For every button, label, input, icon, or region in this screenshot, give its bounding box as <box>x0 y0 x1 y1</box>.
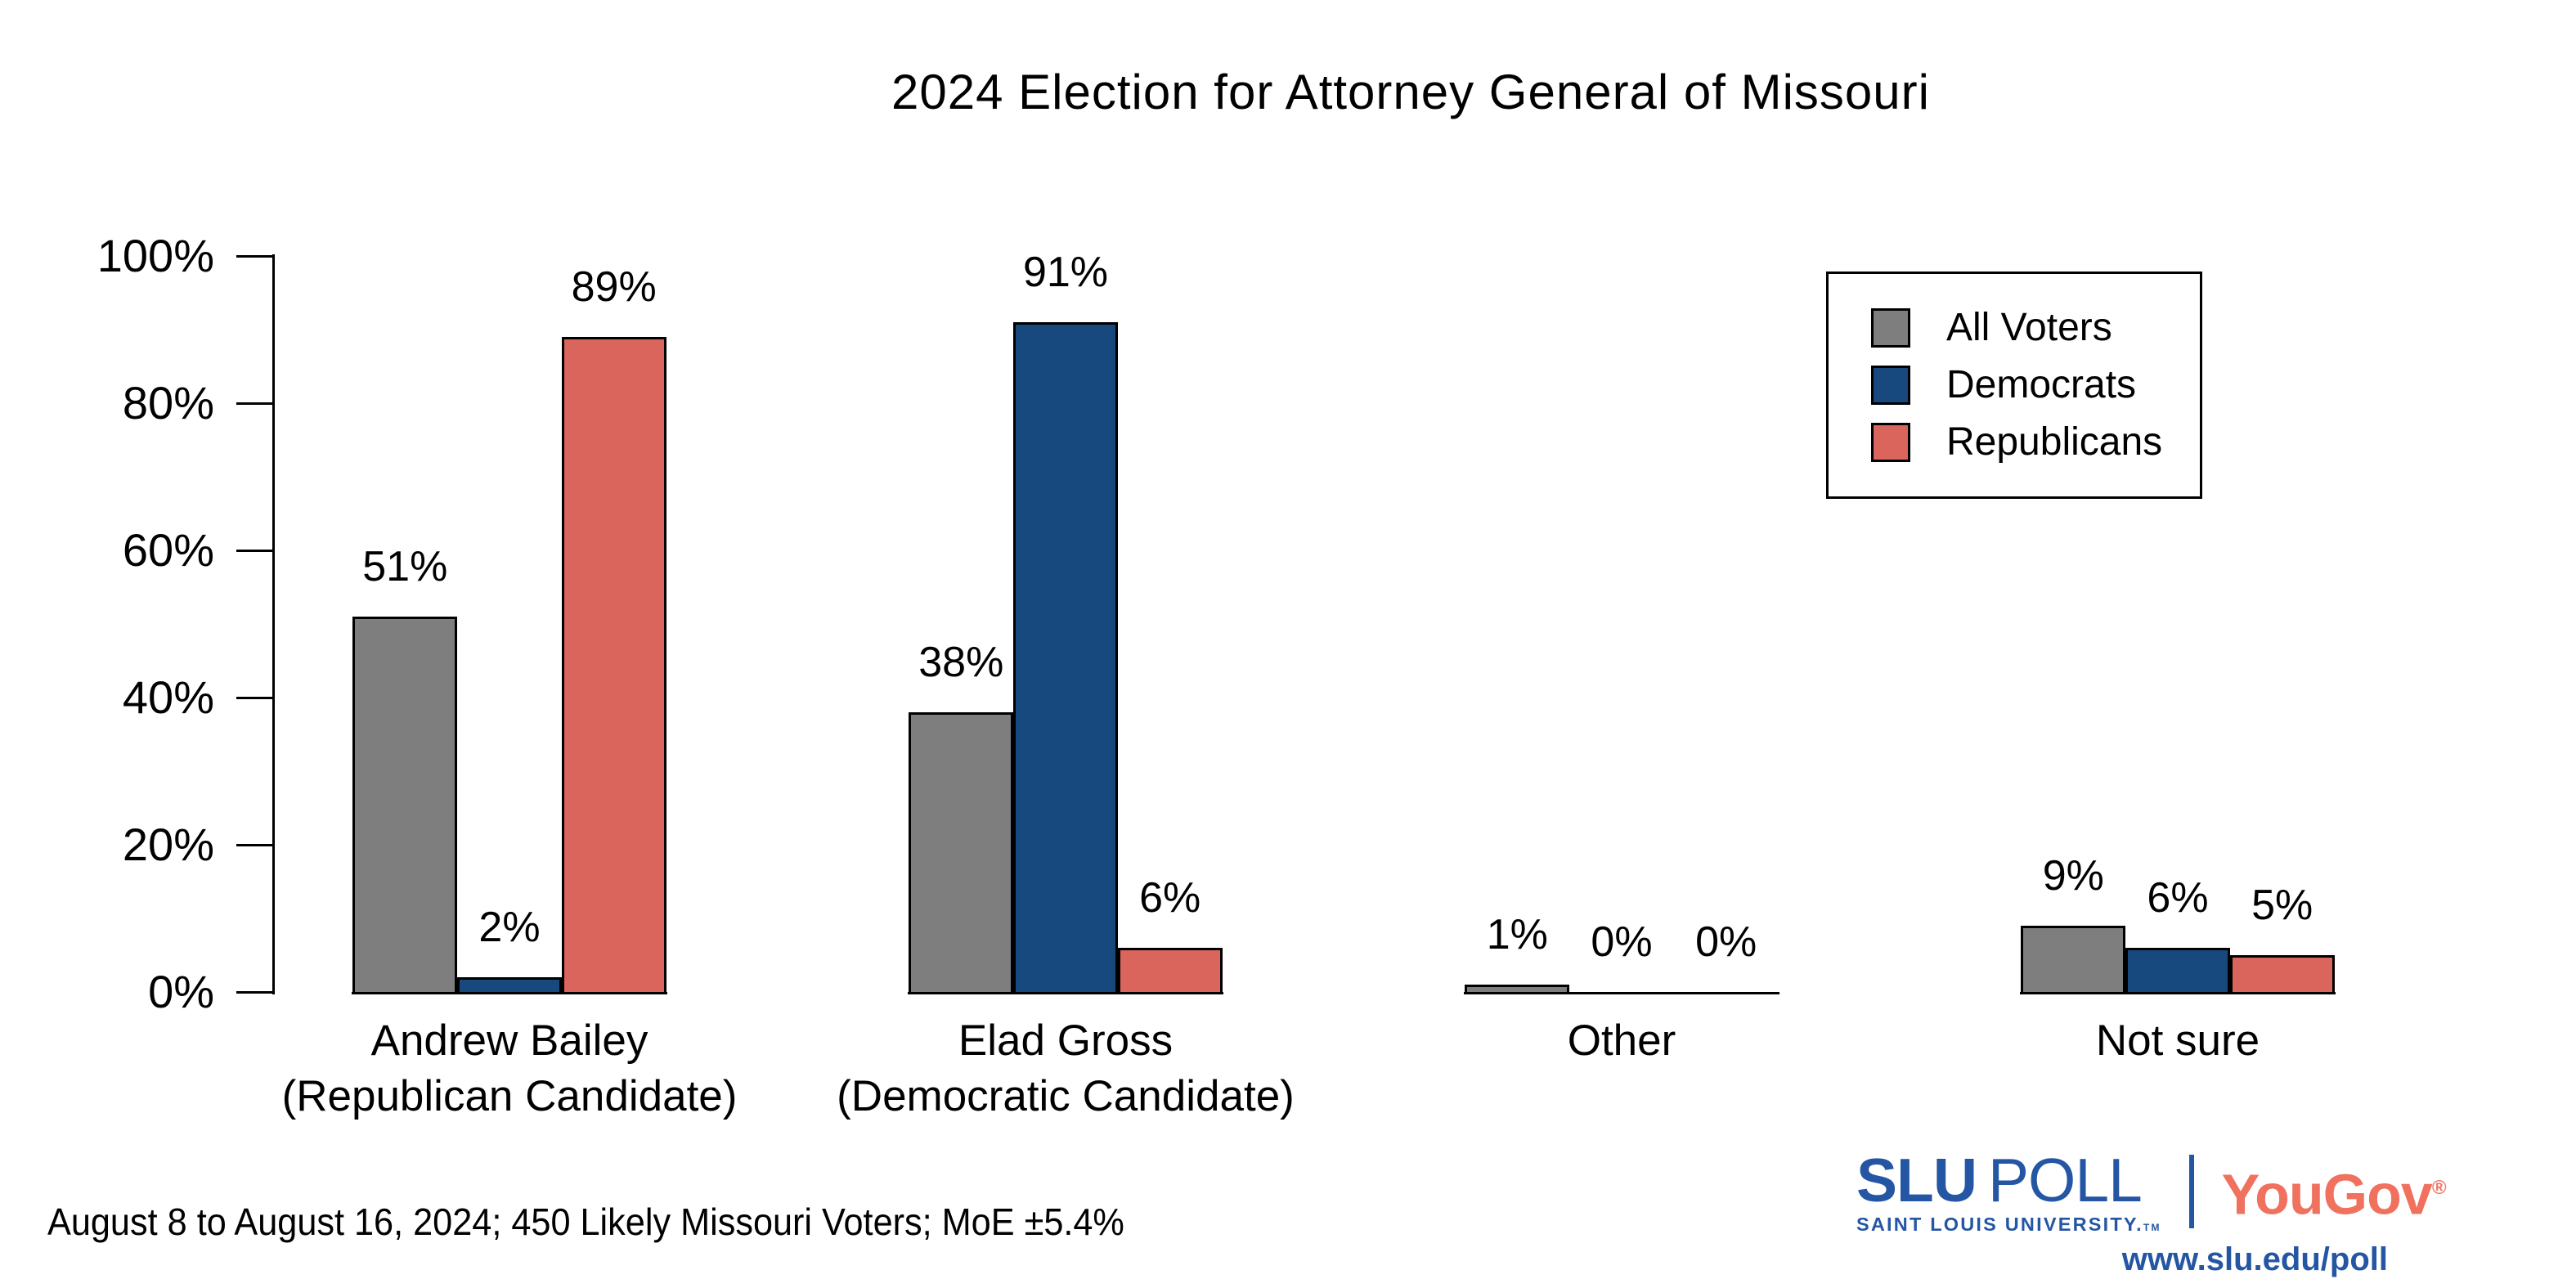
bar-value-label: 5% <box>2251 882 2313 929</box>
bar-group-baseline <box>1463 992 1780 994</box>
slu-poll-wordmark: SLU POLL <box>1856 1150 2161 1211</box>
bar-republicans <box>1117 948 1223 994</box>
y-tick-label: 100% <box>96 230 214 281</box>
logo-block: SLU POLL SAINT LOUIS UNIVERSITY.TM YouGov… <box>1856 1150 2447 1236</box>
methodology-note: August 8 to August 16, 2024; 450 Likely … <box>47 1200 1124 1243</box>
y-tick-label: 40% <box>122 671 214 723</box>
category-label-line2: (Democratic Candidate) <box>837 1072 1295 1120</box>
poll-text: POLL <box>1988 1146 2143 1214</box>
bar-republicans <box>561 337 666 994</box>
logo-divider-bar <box>2188 1155 2194 1228</box>
y-axis-tick <box>236 843 275 846</box>
bar-value-label: 38% <box>918 639 1004 686</box>
category-label-line2: (Republican Candidate) <box>281 1072 738 1120</box>
bar-all-voters <box>352 617 458 994</box>
y-axis-line <box>272 254 275 994</box>
y-tick-label: 80% <box>122 377 214 429</box>
legend-label: Democrats <box>1946 363 2137 406</box>
legend-item-republicans: Republicans <box>1871 420 2200 464</box>
category-label-line1: Other <box>1567 1016 1676 1065</box>
bar-democrats <box>457 977 562 994</box>
legend-swatch-all-voters <box>1871 308 1910 348</box>
bar-all-voters <box>909 712 1014 994</box>
trademark-symbol: TM <box>2143 1222 2161 1233</box>
legend-item-all-voters: All Voters <box>1871 306 2200 349</box>
y-axis-tick <box>236 402 275 405</box>
legend: All Voters Democrats Republicans <box>1826 272 2202 499</box>
bar-democrats <box>2125 948 2230 994</box>
legend-label: All Voters <box>1946 306 2112 349</box>
bar-value-label: 2% <box>478 904 541 951</box>
y-tick-label: 0% <box>148 966 214 1017</box>
category-label-line1: Not sure <box>2095 1016 2260 1065</box>
bar-all-voters <box>1465 985 1570 994</box>
bar-value-label: 91% <box>1022 249 1109 296</box>
category-label-line1: Andrew Bailey <box>370 1016 648 1065</box>
bar-value-label: 1% <box>1486 911 1548 958</box>
bar-all-voters <box>2021 926 2126 994</box>
bar-republicans <box>2229 955 2335 994</box>
slu-text: SLU <box>1856 1146 1977 1214</box>
bar-democrats <box>1013 322 1118 994</box>
slu-poll-url: www.slu.edu/poll <box>2121 1241 2388 1277</box>
y-tick-label: 60% <box>122 524 214 576</box>
y-axis-tick <box>236 990 275 994</box>
bar-value-label: 0% <box>1591 918 1653 966</box>
saint-louis-university-text: SAINT LOUIS UNIVERSITY.TM <box>1856 1214 2161 1235</box>
bar-value-label: 51% <box>362 543 448 590</box>
legend-swatch-republicans <box>1871 423 1910 462</box>
chart-title: 2024 Election for Attorney General of Mi… <box>891 65 1930 119</box>
legend-item-democrats: Democrats <box>1871 366 2200 405</box>
bar-value-label: 6% <box>2147 874 2209 922</box>
category-label-line1: Elad Gross <box>958 1016 1174 1065</box>
y-axis-tick <box>236 696 275 699</box>
slu-poll-logo: SLU POLL SAINT LOUIS UNIVERSITY.TM <box>1856 1150 2161 1236</box>
bar-value-label: 0% <box>1695 918 1757 966</box>
y-axis-tick <box>236 254 275 258</box>
legend-label: Republicans <box>1946 420 2163 464</box>
bar-value-label: 9% <box>2042 852 2104 900</box>
registered-symbol: ® <box>2431 1177 2447 1199</box>
bar-value-label: 6% <box>1139 874 1201 922</box>
y-axis-tick <box>236 549 275 552</box>
bar-value-label: 89% <box>571 263 657 311</box>
yougov-wordmark: YouGov® <box>2221 1162 2447 1227</box>
y-tick-label: 20% <box>122 819 214 870</box>
legend-swatch-democrats <box>1871 366 1910 405</box>
